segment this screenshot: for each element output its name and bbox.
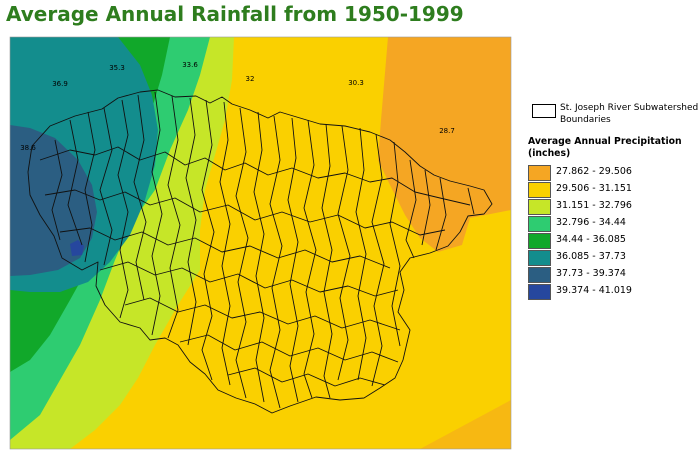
legend-swatch <box>528 165 551 181</box>
map-title: Average Annual Rainfall from 1950-1999 <box>6 2 464 26</box>
value-label-38-6: 38.6 <box>20 144 36 152</box>
legend-range: 34.44 - 36.085 <box>556 234 626 245</box>
legend-swatch <box>528 267 551 283</box>
value-label-32: 32 <box>246 75 255 83</box>
legend-range: 39.374 - 41.019 <box>556 285 632 296</box>
watershed-boundaries <box>27 89 493 414</box>
legend-item: 29.506 - 31.151 <box>526 181 698 198</box>
legend-swatch <box>528 199 551 215</box>
legend-item: 36.085 - 37.73 <box>526 249 698 266</box>
boundary-swatch <box>532 104 556 118</box>
legend-item: 37.73 - 39.374 <box>526 266 698 283</box>
legend-range: 29.506 - 31.151 <box>556 183 632 194</box>
legend-item: 31.151 - 32.796 <box>526 198 698 215</box>
legend-title: Average Annual Precipitation (inches) <box>528 136 682 159</box>
legend-range: 37.73 - 39.374 <box>556 268 626 279</box>
legend-swatch <box>528 233 551 249</box>
value-label-33-6: 33.6 <box>182 61 198 69</box>
legend-range: 36.085 - 37.73 <box>556 251 626 262</box>
legend-swatch <box>528 250 551 266</box>
value-label-36-9: 36.9 <box>52 80 68 88</box>
legend-swatch <box>528 182 551 198</box>
legend: St. Joseph River Subwatershed Boundaries… <box>526 102 698 300</box>
legend-item: 34.44 - 36.085 <box>526 232 698 249</box>
legend-swatch <box>528 284 551 300</box>
legend-range: 31.151 - 32.796 <box>556 200 632 211</box>
value-label-35-3: 35.3 <box>109 64 125 72</box>
zone-37-39 <box>10 125 97 276</box>
zone-27-29 <box>378 37 511 252</box>
boundary-label: St. Joseph River Subwatershed Boundaries <box>560 103 699 125</box>
legend-range: 32.796 - 34.44 <box>556 217 626 228</box>
legend-item: 27.862 - 29.506 <box>526 164 698 181</box>
legend-swatch <box>528 216 551 232</box>
zone-bottom-right <box>420 400 511 449</box>
value-label-30-3: 30.3 <box>348 79 364 87</box>
legend-item: 39.374 - 41.019 <box>526 283 698 300</box>
value-label-28-7: 28.7 <box>439 127 455 135</box>
legend-items: 27.862 - 29.506 29.506 - 31.151 31.151 -… <box>526 164 698 300</box>
boundary-legend-item: St. Joseph River Subwatershed Boundaries <box>526 102 698 134</box>
legend-item: 32.796 - 34.44 <box>526 215 698 232</box>
zone-39-41 <box>70 240 84 256</box>
legend-range: 27.862 - 29.506 <box>556 166 632 177</box>
